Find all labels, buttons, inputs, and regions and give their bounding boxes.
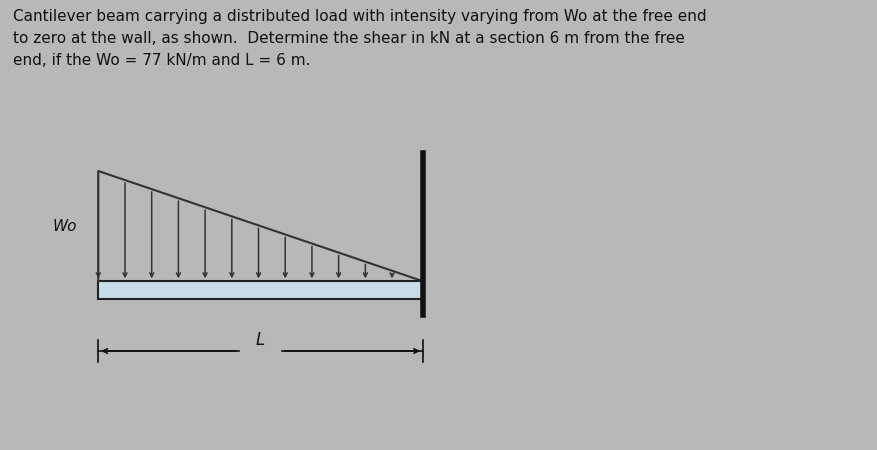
Text: Cantilever beam carrying a distributed load with intensity varying from Wo at th: Cantilever beam carrying a distributed l… [13,9,706,68]
Polygon shape [98,281,423,299]
Text: L: L [256,331,265,349]
Text: Wo: Wo [53,219,77,234]
